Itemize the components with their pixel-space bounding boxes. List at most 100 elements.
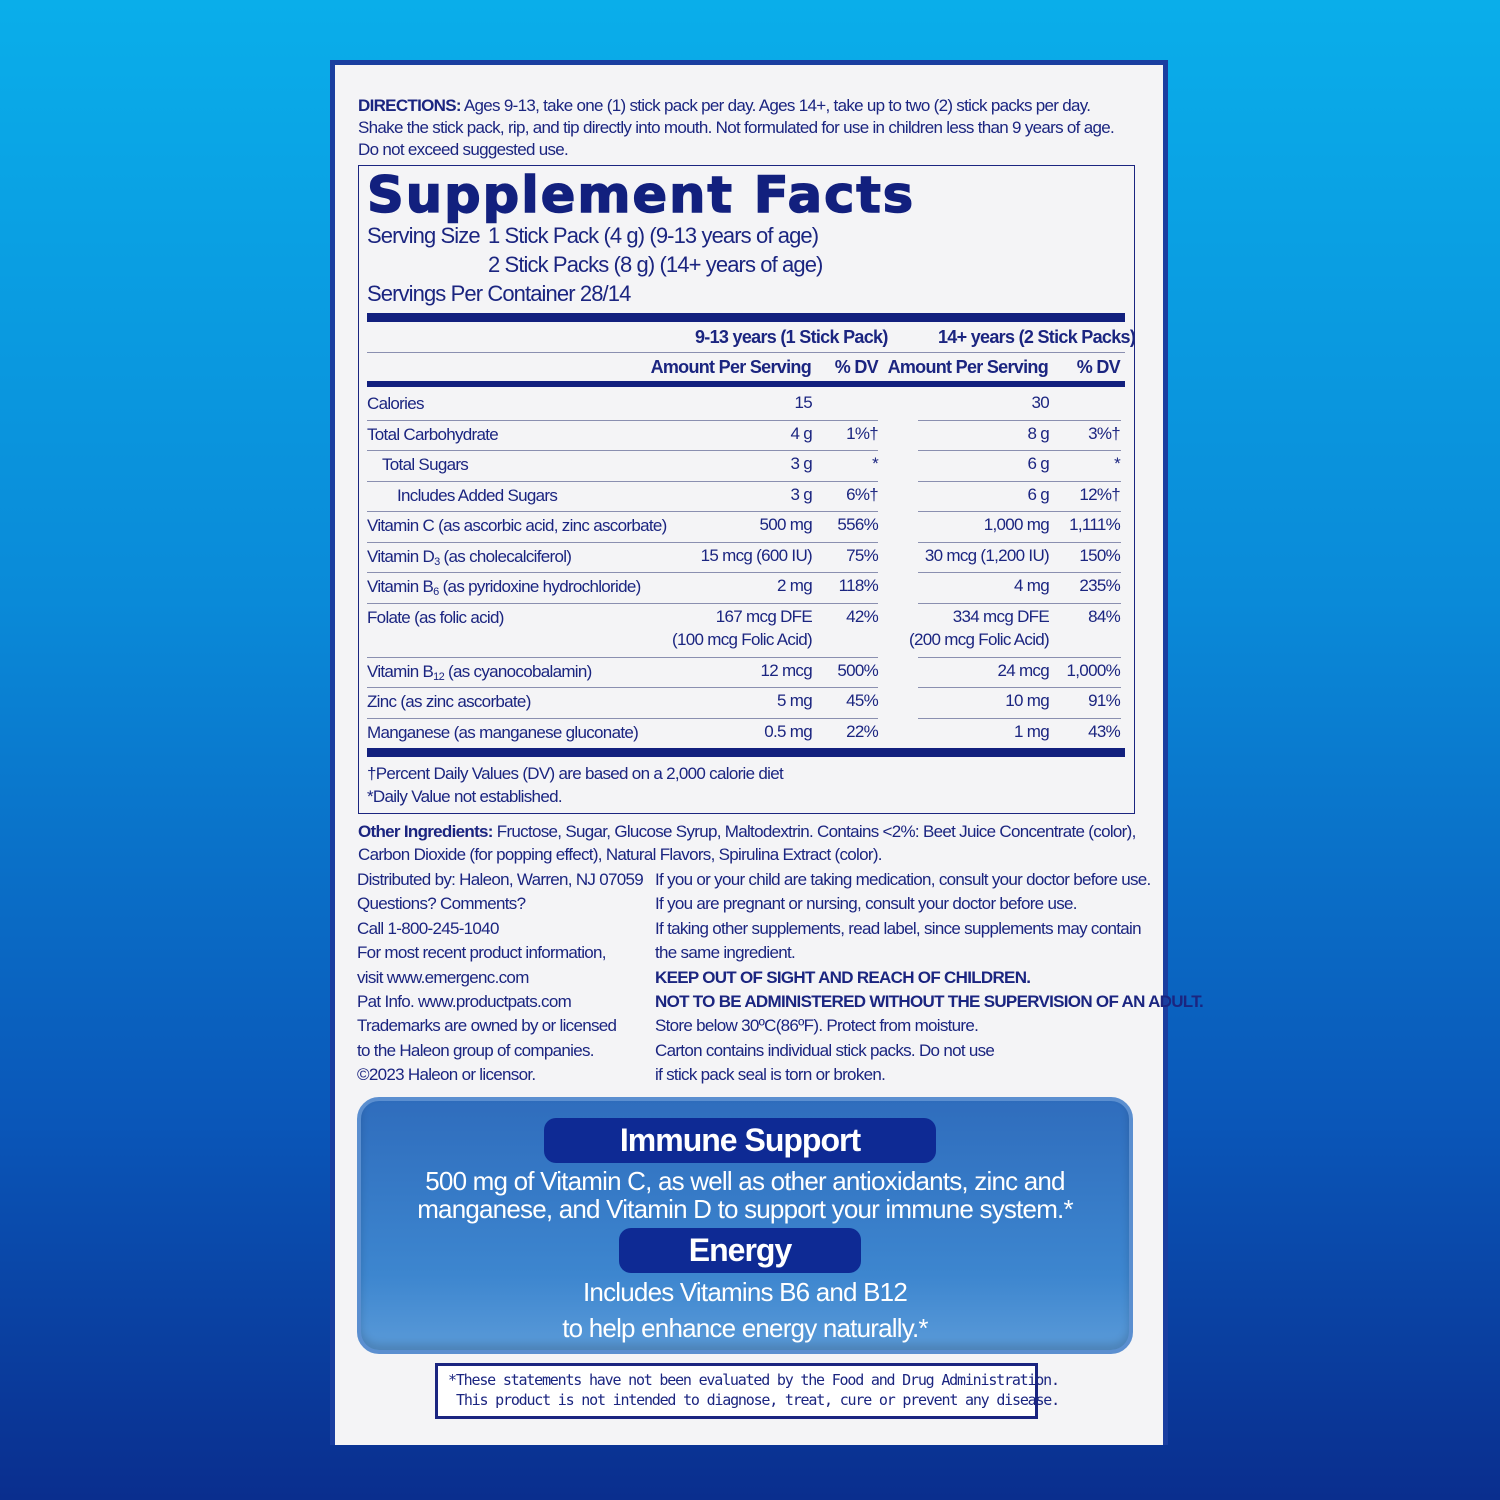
distributor-info: Distributed by: Haleon, Warren, NJ 07059… bbox=[357, 868, 647, 1088]
nutrient-row: Vitamin D3 (as cholecalciferol) 15 mcg (6… bbox=[367, 543, 1125, 573]
row-divider bbox=[918, 717, 1121, 719]
row-divider bbox=[367, 687, 878, 688]
label-panel: DIRECTIONS: Ages 9-13, take one (1) stic… bbox=[330, 60, 1204, 1445]
amount-9-13: 15 mcg (600 IU) bbox=[700, 545, 813, 565]
info-line: ©2023 Haleon or licensor. bbox=[357, 1065, 536, 1085]
dv-9-13: 118% bbox=[838, 576, 879, 595]
benefits-panel: Immune Support 500 mg of Vitamin C, as w… bbox=[357, 1097, 1133, 1354]
info-line: KEEP OUT OF SIGHT AND REACH OF CHILDREN. bbox=[655, 967, 1031, 987]
amount-9-13: 4 g bbox=[790, 423, 812, 443]
nutrient-row: Total Sugars 3 g * 6 g * bbox=[367, 451, 1125, 482]
disclaimer-line-1: *These statements have not been evaluate… bbox=[448, 1371, 1060, 1389]
dv-14-plus: 235% bbox=[1079, 576, 1120, 595]
amount-14-plus: 30 mcg (1,200 IU) bbox=[924, 545, 1050, 565]
nutrient-name: Calories bbox=[367, 394, 424, 413]
info-line: Questions? Comments? bbox=[357, 894, 526, 914]
info-line: to the Haleon group of companies. bbox=[357, 1040, 594, 1060]
nutrient-row: Includes Added Sugars 3 g 6%† 6 g 12%† bbox=[367, 482, 1125, 512]
dv-9-13: 556% bbox=[837, 515, 878, 534]
info-line: Distributed by: Haleon, Warren, NJ 07059 bbox=[357, 870, 644, 889]
dv-9-13: 1%† bbox=[846, 423, 879, 443]
nutrient-name: Manganese (as manganese gluconate) bbox=[367, 722, 639, 742]
amount-14-plus: 4 mg bbox=[1014, 576, 1050, 595]
nutrient-row: Vitamin B12 (as cyanocobalamin) 12 mcg 500… bbox=[367, 658, 1125, 688]
amount-9-13: 12 mcg bbox=[760, 660, 812, 680]
other-ingredients: Other Ingredients: Fructose, Sugar, Gluc… bbox=[358, 822, 1136, 864]
energy-text-1: Includes Vitamins B6 and B12 bbox=[582, 1277, 908, 1307]
dv-14-plus: 43% bbox=[1088, 721, 1121, 741]
amount-9-13: 3 g bbox=[790, 484, 812, 504]
amount-14-plus: 334 mcg DFE (200 mcg Folic Acid) bbox=[909, 606, 1050, 649]
energy-text-2: to help enhance energy naturally.* bbox=[562, 1313, 928, 1343]
facts-title: Supplement Facts bbox=[366, 165, 916, 225]
dv-9-13: 500% bbox=[837, 660, 878, 680]
row-divider bbox=[918, 480, 1121, 482]
info-line: If you are pregnant or nursing, consult … bbox=[655, 894, 1077, 914]
info-line: if stick pack seal is torn or broken. bbox=[655, 1065, 886, 1085]
nutrient-row: Total Carbohydrate 4 g 1%† 8 g 3%† bbox=[367, 421, 1125, 451]
amount-14-plus: 6 g bbox=[1027, 454, 1049, 473]
row-divider bbox=[918, 602, 1121, 604]
info-line: Trademarks are owned by or licensed bbox=[357, 1016, 617, 1036]
nutrient-name: Includes Added Sugars bbox=[397, 485, 558, 505]
immune-text-2: manganese, and Vitamin D to support your… bbox=[417, 1194, 1073, 1224]
info-line: Carton contains individual stick packs. … bbox=[655, 1040, 995, 1060]
nutrient-row: Vitamin C (as ascorbic acid, zinc ascorb… bbox=[367, 512, 1125, 543]
nutrient-row: Folate (as folic acid) 167 mcg DFE (100 mc… bbox=[367, 604, 1125, 658]
dv-14-plus: 150% bbox=[1079, 545, 1120, 565]
info-line: Pat Info. www.productpats.com bbox=[357, 992, 572, 1012]
divider bbox=[367, 352, 1125, 353]
amount-14-plus: 24 mcg bbox=[997, 660, 1049, 680]
amount-14-plus: 1,000 mg bbox=[983, 515, 1050, 534]
dv-14-plus: 3%† bbox=[1088, 423, 1121, 443]
row-divider bbox=[918, 419, 1121, 421]
dv-9-13: 22% bbox=[846, 721, 879, 741]
immune-support-heading: Immune Support bbox=[544, 1118, 936, 1163]
nutrient-row: Zinc (as zinc ascorbate) 5 mg 45% 10 mg 91% bbox=[367, 688, 1125, 719]
supplement-facts-panel: Supplement Facts Serving Size 1 Stick Pa… bbox=[358, 165, 1136, 814]
dv-9-13: 6%† bbox=[846, 484, 879, 504]
dv-14-plus: 12%† bbox=[1079, 484, 1120, 504]
amount-9-13: 167 mcg DFE (100 mcg Folic Acid) bbox=[672, 606, 813, 649]
amount-14-plus: 8 g bbox=[1027, 423, 1049, 443]
amount-header-1: Amount Per Serving bbox=[650, 357, 812, 377]
nutrient-name: Vitamin C (as ascorbic acid, zinc ascorb… bbox=[367, 516, 667, 535]
nutrient-name: Total Sugars bbox=[382, 455, 469, 474]
disclaimer-line-2: This product is not intended to diagnose… bbox=[456, 1391, 1060, 1409]
row-divider bbox=[367, 717, 878, 719]
fda-disclaimer: *These statements have not been evaluate… bbox=[435, 1363, 1060, 1419]
row-divider bbox=[367, 511, 878, 512]
amount-9-13: 500 mg bbox=[759, 515, 812, 534]
warnings: If you or your child are taking medicati… bbox=[655, 868, 1204, 1088]
dv-14-plus: 1,111% bbox=[1069, 515, 1121, 534]
amount-9-13: 15 bbox=[794, 393, 812, 412]
servings-per-container: Servings Per Container 28/14 bbox=[367, 281, 631, 306]
row-divider bbox=[918, 687, 1121, 688]
group-header-1: 9-13 years (1 Stick Pack) bbox=[695, 327, 888, 347]
nutrient-name: Folate (as folic acid) bbox=[367, 607, 504, 627]
energy-heading: Energy bbox=[619, 1228, 861, 1273]
dv-14-plus: * bbox=[1114, 454, 1121, 473]
amount-14-plus: 6 g bbox=[1027, 484, 1049, 504]
info-line: Call 1-800-245-1040 bbox=[357, 918, 499, 938]
row-divider bbox=[367, 572, 878, 573]
nutrient-name: Vitamin B6 (as pyridoxine hydrochloride) bbox=[367, 577, 641, 598]
info-line: For most recent product information, bbox=[357, 943, 607, 963]
dv-header-1: % DV bbox=[834, 357, 879, 377]
serving-size-1: 1 Stick Pack (4 g) (9-13 years of age) bbox=[488, 223, 819, 248]
nutrient-name: Zinc (as zinc ascorbate) bbox=[367, 692, 531, 711]
amount-9-13: 3 g bbox=[790, 454, 812, 473]
row-divider bbox=[918, 541, 1121, 543]
row-divider bbox=[918, 656, 1121, 658]
row-divider bbox=[918, 450, 1121, 451]
info-line: the same ingredient. bbox=[655, 943, 796, 963]
serving-size-2: 2 Stick Packs (8 g) (14+ years of age) bbox=[488, 252, 823, 277]
info-line: If you or your child are taking medicati… bbox=[655, 870, 1151, 889]
nutrient-name: Vitamin B12 (as cyanocobalamin) bbox=[367, 661, 592, 683]
dv-14-plus: 84% bbox=[1088, 606, 1121, 626]
amount-14-plus: 30 bbox=[1031, 393, 1049, 412]
nutrient-name: Vitamin D3 (as cholecalciferol) bbox=[367, 546, 572, 568]
nutrient-row: Calories 15 30 bbox=[367, 390, 1125, 421]
row-divider bbox=[367, 480, 878, 482]
footnote-dv: †Percent Daily Values (DV) are based on … bbox=[367, 764, 784, 783]
